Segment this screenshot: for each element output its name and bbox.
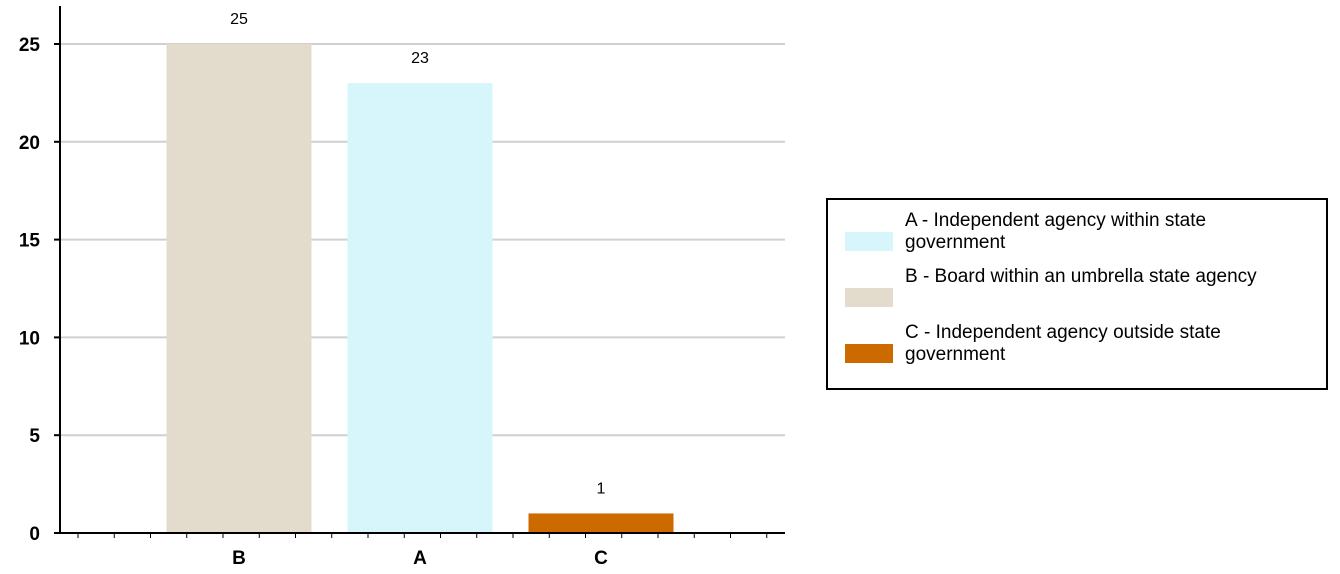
y-tick-label: 10 (19, 328, 40, 349)
y-tick-label: 25 (19, 35, 41, 56)
bar-a (347, 83, 493, 534)
legend-item-c: C - Independent agency outside state gov… (845, 322, 1315, 378)
legend-label-b: B - Board within an umbrella state agenc… (905, 266, 1257, 287)
x-tick-label-c: C (594, 548, 608, 569)
legend-swatch-b (845, 288, 893, 307)
legend-label-c: C - Independent agency outside state gov… (905, 322, 1221, 365)
y-tick-label: 0 (29, 524, 40, 545)
y-tick-label: 5 (29, 426, 40, 447)
bar-chart: 0 5 10 15 20 25 B A C 25 23 1 (19, 6, 785, 569)
x-tick-label-b: B (232, 548, 246, 569)
legend-swatch-a (845, 232, 893, 251)
axes (59, 6, 785, 534)
bar-c (528, 513, 674, 533)
legend-label-a: A - Independent agency within state gove… (905, 210, 1207, 253)
data-label-a: 23 (411, 50, 429, 67)
bars (166, 44, 674, 534)
data-label-c: 1 (597, 480, 606, 497)
legend: A - Independent agency within state gove… (826, 198, 1328, 390)
y-tick-label: 15 (19, 231, 41, 252)
legend-item-a: A - Independent agency within state gove… (845, 210, 1315, 266)
data-label-b: 25 (230, 11, 248, 28)
legend-item-b: B - Board within an umbrella state agenc… (845, 266, 1315, 322)
bar-b (166, 44, 312, 533)
y-tick-label: 20 (19, 133, 40, 154)
data-labels: 25 23 1 (230, 11, 605, 497)
y-axis-ticks: 0 5 10 15 20 25 (19, 35, 768, 545)
x-tick-label-a: A (413, 548, 427, 569)
legend-swatch-c (845, 344, 893, 363)
